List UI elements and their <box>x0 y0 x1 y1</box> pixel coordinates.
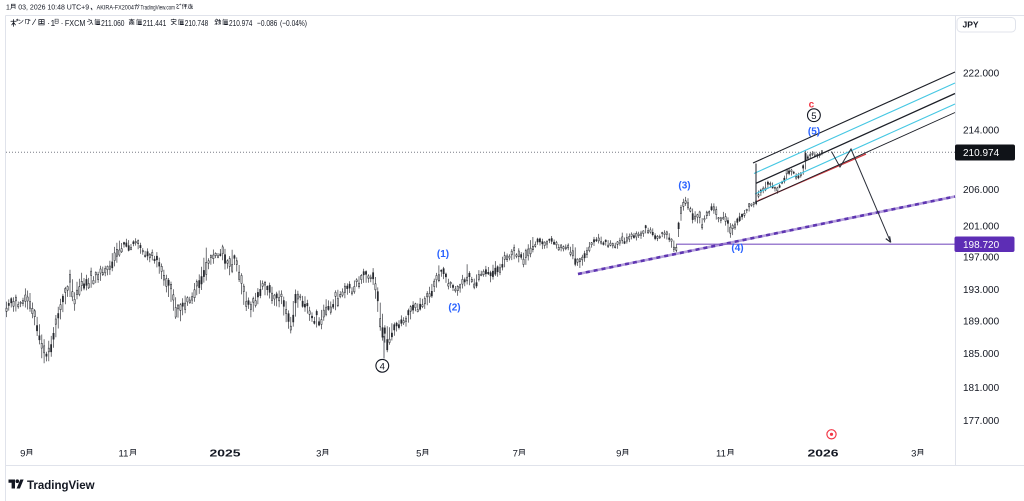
svg-text:198.720: 198.720 <box>963 240 1000 251</box>
svg-text:9: 9 <box>616 449 621 460</box>
svg-text:206.000: 206.000 <box>963 185 1000 196</box>
svg-text:185.000: 185.000 <box>963 349 1000 360</box>
svg-text:211.060: 211.060 <box>101 18 125 28</box>
svg-text:214.000: 214.000 <box>963 126 1000 137</box>
svg-text:·: · <box>61 18 64 28</box>
svg-text:7: 7 <box>513 449 518 460</box>
svg-text:210.974: 210.974 <box>229 18 253 28</box>
svg-text:201.000: 201.000 <box>963 222 1000 233</box>
svg-text:5: 5 <box>416 449 421 460</box>
svg-text:193.000: 193.000 <box>963 285 1000 296</box>
svg-text:(3): (3) <box>678 181 690 192</box>
svg-text:2025: 2025 <box>210 448 241 460</box>
svg-text:1: 1 <box>51 18 56 28</box>
svg-text:(−0.04%): (−0.04%) <box>280 18 307 28</box>
svg-text:11: 11 <box>716 449 726 460</box>
svg-text:3: 3 <box>316 449 321 460</box>
svg-text:5: 5 <box>811 111 816 122</box>
svg-text:2026: 2026 <box>808 448 839 460</box>
svg-text:177.000: 177.000 <box>963 416 1000 427</box>
svg-text:(4): (4) <box>731 243 743 254</box>
svg-text:TradingView.com: TradingView.com <box>141 5 175 12</box>
svg-text:11: 11 <box>119 449 129 460</box>
svg-text:3: 3 <box>911 449 916 460</box>
svg-text:1: 1 <box>6 5 10 12</box>
svg-text:·: · <box>47 18 50 28</box>
svg-text:211.441: 211.441 <box>143 18 167 28</box>
svg-text:222.000: 222.000 <box>963 69 1000 80</box>
svg-text:210.974: 210.974 <box>963 148 1000 159</box>
svg-text:181.000: 181.000 <box>963 383 1000 394</box>
svg-text:AKIRA-FX2004: AKIRA-FX2004 <box>97 5 135 12</box>
svg-text:(2): (2) <box>448 303 460 314</box>
svg-text:(1): (1) <box>437 249 449 260</box>
svg-text:JPY: JPY <box>963 20 979 30</box>
svg-text:(5): (5) <box>808 127 820 138</box>
svg-text:9: 9 <box>20 449 25 460</box>
svg-text:197.000: 197.000 <box>963 253 1000 264</box>
svg-text:c: c <box>809 100 815 111</box>
svg-text:−0.086: −0.086 <box>257 18 277 28</box>
svg-text:TradingView: TradingView <box>27 480 95 492</box>
svg-text:03, 2026 10:48 UTC+9: 03, 2026 10:48 UTC+9 <box>18 5 89 12</box>
svg-text:189.000: 189.000 <box>963 317 1000 328</box>
svg-text:4: 4 <box>380 361 385 372</box>
svg-text:FXCM: FXCM <box>65 18 86 28</box>
svg-text:210.748: 210.748 <box>185 18 209 28</box>
